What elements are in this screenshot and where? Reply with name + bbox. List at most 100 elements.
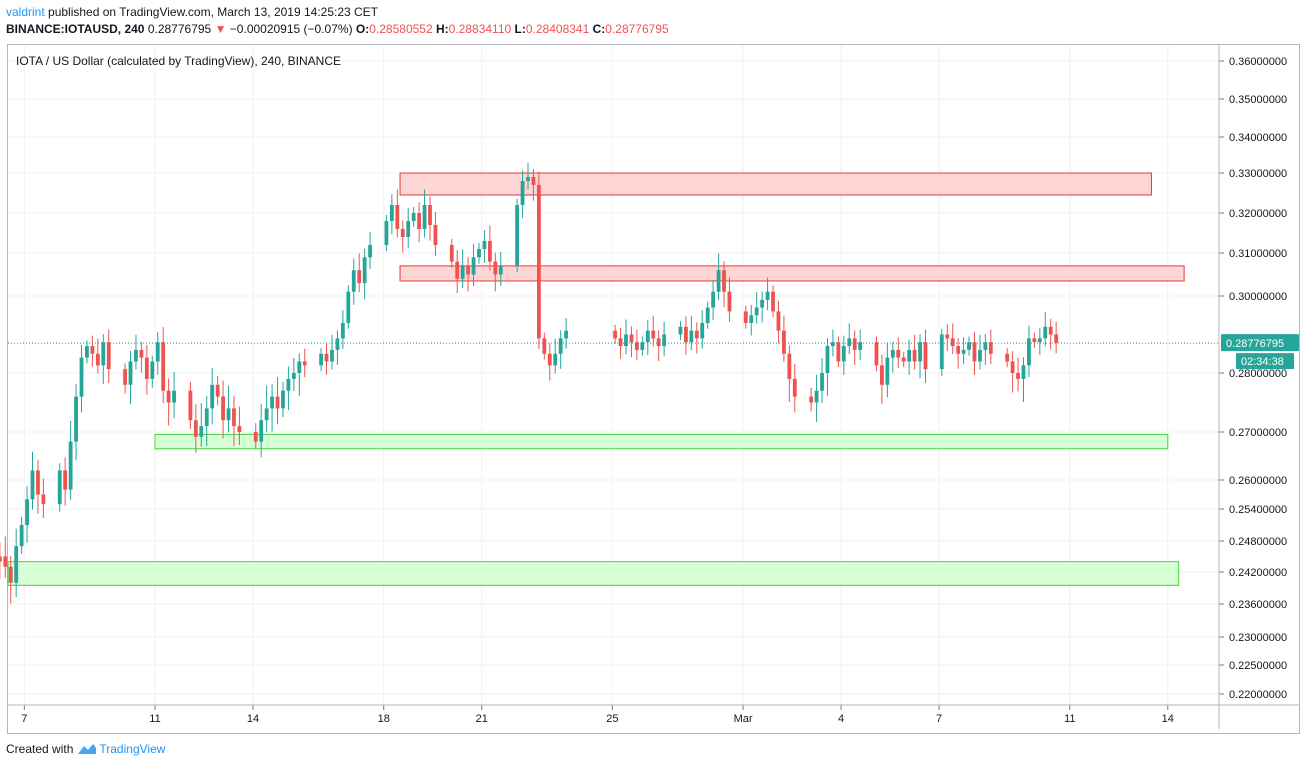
candle-up <box>890 349 895 358</box>
y-tick-label: 0.33000000 <box>1229 168 1287 180</box>
low-value: 0.28408341 <box>525 22 590 36</box>
candle-down <box>95 353 100 366</box>
candle-down <box>161 342 166 391</box>
candle-up <box>678 326 683 335</box>
chart-frame[interactable] <box>7 44 1300 734</box>
candle-down <box>493 261 498 275</box>
candle-down <box>253 432 258 442</box>
candle-down <box>945 334 950 339</box>
candle-up <box>346 291 351 323</box>
last-price-tag <box>1221 334 1299 352</box>
x-tick-label: 4 <box>838 713 844 725</box>
candle-down <box>743 311 748 323</box>
candle-up <box>1021 365 1026 379</box>
x-tick-label: 25 <box>606 713 618 725</box>
candle-down <box>193 420 198 437</box>
candle-down <box>449 245 454 262</box>
price-change: −0.00020915 (−0.07%) <box>229 22 353 36</box>
last-price-tag-label: 0.28776795 <box>1226 338 1284 350</box>
candle-up <box>199 426 204 437</box>
candle-up <box>460 265 465 279</box>
candle-up <box>498 265 503 275</box>
candle-down <box>629 334 634 343</box>
y-tick-label: 0.28000000 <box>1229 368 1287 380</box>
open-value: 0.28580552 <box>369 22 433 36</box>
publish-text: published on TradingView.com, March 13, … <box>48 5 379 19</box>
candle-down <box>0 556 2 562</box>
tradingview-brand[interactable]: TradingView <box>77 742 165 756</box>
y-tick-label: 0.31000000 <box>1229 248 1287 260</box>
candle-up <box>259 420 264 442</box>
candle-up <box>939 334 944 370</box>
chart-title: IOTA / US Dollar (calculated by TradingV… <box>16 54 341 68</box>
candle-up <box>389 205 394 221</box>
candle-up <box>68 441 73 490</box>
support-zone <box>7 561 1180 586</box>
candle-up <box>411 213 416 221</box>
candles <box>0 162 1059 604</box>
candle-up <box>74 396 78 442</box>
close-value: 0.28776795 <box>605 22 669 36</box>
candle-up <box>210 384 215 409</box>
candle-up <box>172 390 176 403</box>
candle-down <box>912 349 917 362</box>
y-tick-label: 0.25400000 <box>1229 504 1287 516</box>
y-tick-label: 0.23000000 <box>1229 632 1287 644</box>
candle-down <box>651 330 656 339</box>
candle-up <box>291 373 296 379</box>
candle-down <box>972 342 977 362</box>
candle-up <box>624 334 628 347</box>
brand-label: TradingView <box>99 742 166 756</box>
candle-down <box>880 365 884 385</box>
candle-down <box>727 291 732 312</box>
candle-up <box>520 181 525 205</box>
created-with-text: Created with <box>6 742 74 756</box>
candle-up <box>101 342 106 366</box>
author-link[interactable]: valdrint <box>6 5 45 19</box>
candle-down <box>106 342 111 370</box>
tradingview-logo-icon <box>78 744 97 754</box>
candle-up <box>983 342 988 350</box>
candle-down <box>1010 361 1015 373</box>
candle-down <box>188 390 193 421</box>
candle-down <box>531 177 536 185</box>
candle-up <box>330 349 334 362</box>
candle-down <box>901 357 906 362</box>
candle-up <box>885 357 890 385</box>
open-label: O: <box>355 22 370 36</box>
candle-down <box>722 270 726 292</box>
candle-down <box>41 494 46 505</box>
candle-up <box>406 221 411 237</box>
candle-down <box>232 408 236 427</box>
candle-up <box>961 349 966 354</box>
candle-down <box>1032 338 1037 343</box>
candle-up <box>204 408 209 427</box>
y-tick-label: 0.32000000 <box>1229 208 1287 220</box>
candle-down <box>542 338 547 354</box>
candle-down <box>466 265 471 275</box>
candle-down <box>36 470 40 495</box>
candle-up <box>978 349 982 362</box>
candle-down <box>782 330 786 354</box>
x-tick-label: 7 <box>21 713 27 725</box>
candle-up <box>1027 338 1031 366</box>
candle-down <box>1054 334 1059 343</box>
candle-down <box>417 213 422 229</box>
candle-down <box>1048 326 1053 335</box>
resistance-zone <box>399 265 1185 282</box>
candle-down <box>896 349 901 358</box>
low-label: L: <box>514 22 526 36</box>
candle-down <box>547 353 552 366</box>
candle-down <box>221 396 225 421</box>
candle-down <box>455 261 460 279</box>
x-tick-label: 18 <box>378 713 390 725</box>
candle-up <box>1037 338 1042 343</box>
candle-down <box>771 291 775 312</box>
y-tick-label: 0.22500000 <box>1229 660 1287 672</box>
candle-up <box>760 299 765 308</box>
y-tick-label: 0.24200000 <box>1229 567 1287 579</box>
overlay: 0.28776795 02:34:38 <box>8 334 1299 370</box>
candle-up <box>765 291 770 300</box>
countdown-tag <box>1236 353 1294 370</box>
